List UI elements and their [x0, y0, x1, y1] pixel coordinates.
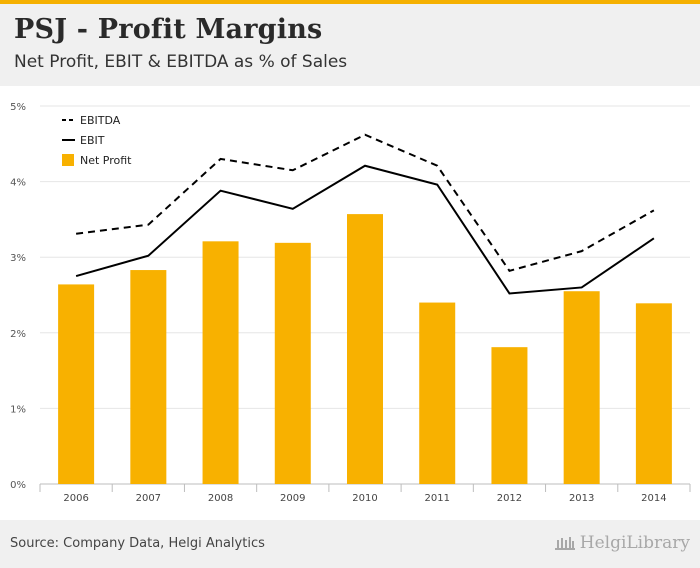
bar-net-profit: [491, 347, 528, 484]
bar-net-profit: [202, 241, 239, 484]
x-tick-label: 2008: [208, 493, 233, 504]
brand-name: HelgiLibrary: [579, 533, 690, 553]
source-note: Source: Company Data, Helgi Analytics: [10, 536, 265, 551]
chart-header: PSJ - Profit Margins Net Profit, EBIT & …: [0, 4, 700, 86]
bar-net-profit: [274, 242, 311, 484]
y-tick-label: 3%: [10, 253, 26, 264]
bar-net-profit: [347, 214, 383, 484]
x-tick-label: 2011: [424, 493, 449, 504]
x-tick-label: 2012: [497, 493, 522, 504]
x-tick-label: 2014: [641, 493, 666, 504]
x-tick-label: 2010: [352, 493, 377, 504]
y-tick-label: 5%: [10, 102, 26, 113]
y-tick-label: 2%: [10, 329, 26, 340]
y-tick-label: 1%: [10, 404, 26, 415]
y-tick-label: 4%: [10, 178, 26, 189]
legend-label-ebit: EBIT: [80, 134, 105, 147]
chart-title: PSJ - Profit Margins: [14, 14, 323, 45]
line-ebit: [75, 164, 655, 295]
bar-net-profit: [635, 303, 672, 484]
y-tick-label: 0%: [10, 480, 26, 491]
x-tick-label: 2009: [280, 493, 305, 504]
accent-bar: [0, 0, 700, 4]
library-building-icon: [554, 537, 575, 550]
chart-subtitle: Net Profit, EBIT & EBITDA as % of Sales: [14, 52, 348, 72]
chart-footer: Source: Company Data, Helgi Analytics He…: [0, 520, 700, 568]
legend-label-ebitda: EBITDA: [80, 114, 121, 127]
legend-label-net-profit: Net Profit: [80, 154, 132, 167]
bar-net-profit: [419, 302, 456, 484]
x-tick-label: 2006: [63, 493, 88, 504]
profit-margins-chart: 0% 1% 2% 3% 4% 5% 2006 2007 2008 2009 2010 2011 2012…: [10, 102, 691, 504]
bar-net-profit: [58, 284, 95, 484]
helgi-library-logo: HelgiLibrary: [554, 533, 690, 553]
bar-net-profit: [130, 270, 167, 484]
x-tick-label: 2007: [136, 493, 161, 504]
x-tick-label: 2013: [569, 493, 594, 504]
line-ebitda: [75, 133, 655, 272]
bar-net-profit: [563, 291, 600, 484]
legend-swatch-net-profit: [62, 154, 74, 166]
